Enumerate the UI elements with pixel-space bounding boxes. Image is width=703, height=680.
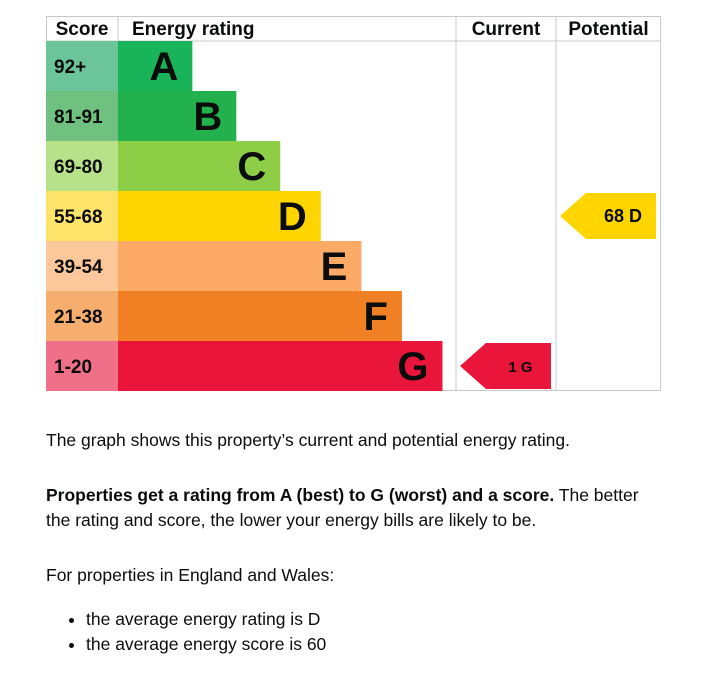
band-e-letter: E: [321, 245, 348, 289]
current-rating-arrow: [460, 343, 551, 389]
band-d-range: 55-68: [54, 207, 103, 228]
header-energy-rating: Energy rating: [132, 19, 254, 40]
rating-explanation: Properties get a rating from A (best) to…: [46, 483, 666, 533]
band-c-range-cell: [46, 141, 118, 191]
current-rating-arrow-label: 1 G: [508, 359, 532, 376]
band-b-range-cell: [46, 91, 118, 141]
band-d-range-cell: [46, 191, 118, 241]
average-score-item: the average energy score is 60: [86, 632, 666, 657]
band-g-bar: [118, 341, 443, 391]
rating-explanation-bold: Properties get a rating from A (best) to…: [46, 485, 555, 505]
band-e-range-cell: [46, 241, 118, 291]
band-b-letter: B: [193, 95, 222, 139]
header-potential: Potential: [568, 19, 648, 40]
band-c-letter: C: [237, 145, 266, 189]
band-a-bar: [118, 41, 193, 91]
band-a-range-cell: [46, 41, 118, 91]
band-b-bar: [118, 91, 237, 141]
header-current: Current: [472, 19, 541, 40]
average-intro: For properties in England and Wales:: [46, 565, 335, 585]
header-score: Score: [56, 19, 109, 40]
band-g-letter: G: [397, 345, 428, 389]
band-c-range: 69-80: [54, 157, 103, 178]
band-a-range: 92+: [54, 57, 86, 78]
band-f-bar: [118, 291, 402, 341]
band-g-range: 1-20: [54, 357, 92, 378]
chart-description: The graph shows this property’s current …: [46, 430, 571, 450]
band-d-letter: D: [278, 195, 307, 239]
band-b-range: 81-91: [54, 107, 103, 128]
average-list: the average energy rating is D the avera…: [46, 607, 666, 657]
epc-chart-svg: Score Energy rating Current Potential 92+ A 81…: [46, 16, 661, 391]
band-f-range-cell: [46, 291, 118, 341]
band-g-range-cell: [46, 341, 118, 391]
potential-rating-arrow-label: 68 D: [604, 206, 642, 226]
rating-explanation-rest: The better the rating and score, the low…: [46, 485, 639, 530]
band-c-bar: [118, 141, 281, 191]
band-f-letter: F: [363, 295, 387, 339]
average-rating-item: the average energy rating is D: [86, 607, 666, 632]
band-a-letter: A: [149, 45, 178, 89]
band-e-bar: [118, 241, 362, 291]
band-e-range: 39-54: [54, 257, 103, 278]
epc-chart: Score Energy rating Current Potential 92+ A 81…: [46, 16, 661, 391]
band-d-bar: [118, 191, 321, 241]
band-f-range: 21-38: [54, 307, 103, 328]
potential-rating-arrow: [560, 193, 656, 239]
